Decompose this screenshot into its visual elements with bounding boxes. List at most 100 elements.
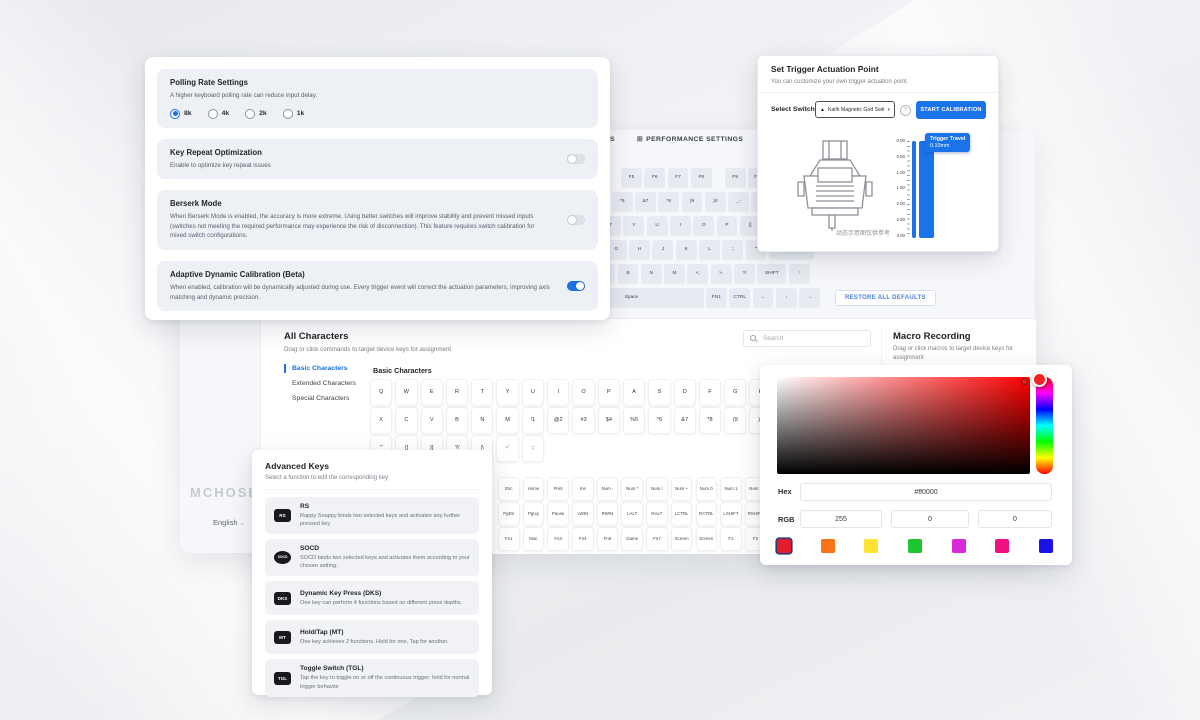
char-key-B[interactable]: B — [445, 407, 469, 434]
char-key-Num -[interactable]: Num - — [596, 477, 619, 501]
advanced-key-item-socd[interactable]: SOCD SOCD SOCD binds two selected keys and… — [265, 539, 479, 577]
char-key-Home[interactable]: Home — [522, 477, 545, 501]
key-_-[interactable]: _- — [728, 192, 749, 212]
rgb-g-input[interactable] — [891, 510, 969, 528]
char-key-Print[interactable]: Print — [547, 477, 569, 501]
color-swatch[interactable] — [864, 539, 879, 553]
advanced-key-item-dks[interactable]: DKS Dynamic Key Press (DKS) One key can pe… — [265, 581, 479, 616]
char-key-R[interactable]: R — [445, 379, 469, 406]
char-key-LCTRL[interactable]: LCTRL — [670, 502, 693, 526]
key-J[interactable]: J — [652, 240, 674, 260]
key-:;[interactable]: :; — [722, 240, 744, 260]
key-G[interactable]: G — [605, 240, 627, 260]
hue-slider[interactable] — [1036, 377, 1053, 474]
char-key-Screen[interactable]: Screen — [670, 527, 693, 551]
key-&7[interactable]: &7 — [634, 192, 656, 212]
search-input[interactable] — [761, 334, 864, 343]
char-key-Fn3[interactable]: Fn3 — [547, 527, 569, 551]
nav-basic-characters[interactable]: Basic Characters — [284, 364, 356, 373]
char-key-Num 0[interactable]: Num 0 — [695, 477, 717, 501]
char-key-PgUp[interactable]: PgUp — [522, 502, 545, 526]
polling-rate-option-1k[interactable]: 1k — [282, 108, 304, 119]
advanced-key-item-rs[interactable]: RS RS Rappy Snappy binds two selected keys… — [265, 497, 479, 535]
key-F8[interactable]: F8 — [690, 168, 712, 188]
char-key-Pause[interactable]: Pause — [547, 502, 569, 526]
char-key-V[interactable]: V — [420, 407, 443, 434]
key->.[interactable]: >. — [710, 264, 732, 284]
char-key-Esc[interactable]: Esc — [498, 477, 520, 501]
char-key-A[interactable]: A — [622, 379, 646, 406]
start-calibration-button[interactable]: START CALIBRATION — [916, 101, 986, 119]
char-key-Num /[interactable]: Num / — [646, 477, 668, 501]
char-key-F[interactable]: F — [698, 379, 722, 406]
char-key-Y[interactable]: Y — [496, 379, 519, 406]
berserk-mode-toggle[interactable] — [567, 215, 585, 226]
key-F9[interactable]: F9 — [724, 168, 746, 188]
restore-defaults-button[interactable]: RESTORE ALL DEFAULTS — [835, 290, 936, 306]
advanced-key-item-tgl[interactable]: TGL Toggle Switch (TGL) Tap the key to tog… — [265, 659, 479, 697]
char-key-PgDn[interactable]: PgDn — [498, 502, 520, 526]
key-U[interactable]: U — [646, 216, 668, 236]
char-key-*8[interactable]: *8 — [698, 407, 722, 434]
char-key-U[interactable]: U — [521, 379, 545, 406]
char-key-RCTRL[interactable]: RCTRL — [695, 502, 717, 526]
char-key-D[interactable]: D — [673, 379, 696, 406]
hex-input[interactable] — [800, 483, 1052, 501]
char-key-Fn5[interactable]: Fn5 — [596, 527, 619, 551]
char-key-LSHIFT[interactable]: LSHIFT — [720, 502, 742, 526]
polling-rate-option-4k[interactable]: 4k — [207, 108, 229, 119]
key-K[interactable]: K — [675, 240, 697, 260]
char-key-Fn7[interactable]: Fn7 — [646, 527, 668, 551]
key-O[interactable]: O — [693, 216, 715, 236]
hue-slider-knob[interactable] — [1032, 372, 1047, 387]
key-SHIFT[interactable]: SHIFT — [757, 264, 787, 284]
char-key-W[interactable]: W — [395, 379, 418, 406]
char-key-~`[interactable]: ~` — [496, 435, 519, 462]
travel-bar[interactable] — [919, 141, 934, 238]
nav-extended-characters[interactable]: Extended Characters — [292, 380, 356, 387]
key-I[interactable]: I — [669, 216, 691, 236]
advanced-key-item-mt[interactable]: MT Hold/Tap (MT) One key achieves 2 functi… — [265, 620, 479, 655]
char-key-O[interactable]: O — [572, 379, 595, 406]
tab-performance-settings[interactable]: ⊞ PERFORMANCE SETTINGS — [637, 136, 743, 143]
char-key-Num *[interactable]: Num * — [621, 477, 643, 501]
char-key-:;[interactable]: :; — [521, 435, 545, 462]
char-key-Num 1[interactable]: Num 1 — [720, 477, 742, 501]
color-swatch[interactable] — [1038, 539, 1053, 553]
char-key-P[interactable]: P — [597, 379, 620, 406]
key-N[interactable]: N — [640, 264, 662, 284]
color-swatch[interactable] — [777, 539, 791, 553]
question-icon[interactable]: ? — [900, 105, 911, 116]
char-key-RWIN[interactable]: RWIN — [596, 502, 619, 526]
search-input-box[interactable] — [743, 330, 871, 347]
switch-select-dropdown[interactable]: ▲ Kailh Magnetic God Switch ▾ — [815, 101, 895, 118]
color-swatch[interactable] — [820, 539, 835, 553]
key-Y[interactable]: Y — [623, 216, 645, 236]
key-repeat-toggle[interactable] — [567, 153, 585, 164]
char-key-F1[interactable]: F1 — [720, 527, 742, 551]
char-key-!1[interactable]: !1 — [521, 407, 545, 434]
key-F6[interactable]: F6 — [644, 168, 666, 188]
char-key-@2[interactable]: @2 — [547, 407, 570, 434]
char-key-X[interactable]: X — [370, 407, 393, 434]
char-key-#3[interactable]: #3 — [572, 407, 595, 434]
key-FN1[interactable]: FN1 — [706, 288, 727, 308]
key-↓[interactable]: ↓ — [775, 288, 797, 308]
color-swatch[interactable] — [907, 539, 922, 553]
key-)0[interactable]: )0 — [704, 192, 726, 212]
key-L[interactable]: L — [699, 240, 720, 260]
key-(9[interactable]: (9 — [681, 192, 703, 212]
key-H[interactable]: H — [629, 240, 651, 260]
key-*8[interactable]: *8 — [658, 192, 680, 212]
key-<,[interactable]: <, — [687, 264, 709, 284]
char-key-N[interactable]: N — [471, 407, 494, 434]
key-P[interactable]: P — [716, 216, 738, 236]
char-key-LWIN[interactable]: LWIN — [572, 502, 594, 526]
char-key-Mac[interactable]: Mac — [522, 527, 545, 551]
char-key-Q[interactable]: Q — [370, 379, 393, 406]
char-key-Fn4[interactable]: Fn4 — [572, 527, 594, 551]
key-^6[interactable]: ^6 — [611, 192, 633, 212]
char-key-G[interactable]: G — [724, 379, 747, 406]
saturation-value-area[interactable] — [777, 377, 1030, 474]
key-→[interactable]: → — [799, 288, 821, 308]
